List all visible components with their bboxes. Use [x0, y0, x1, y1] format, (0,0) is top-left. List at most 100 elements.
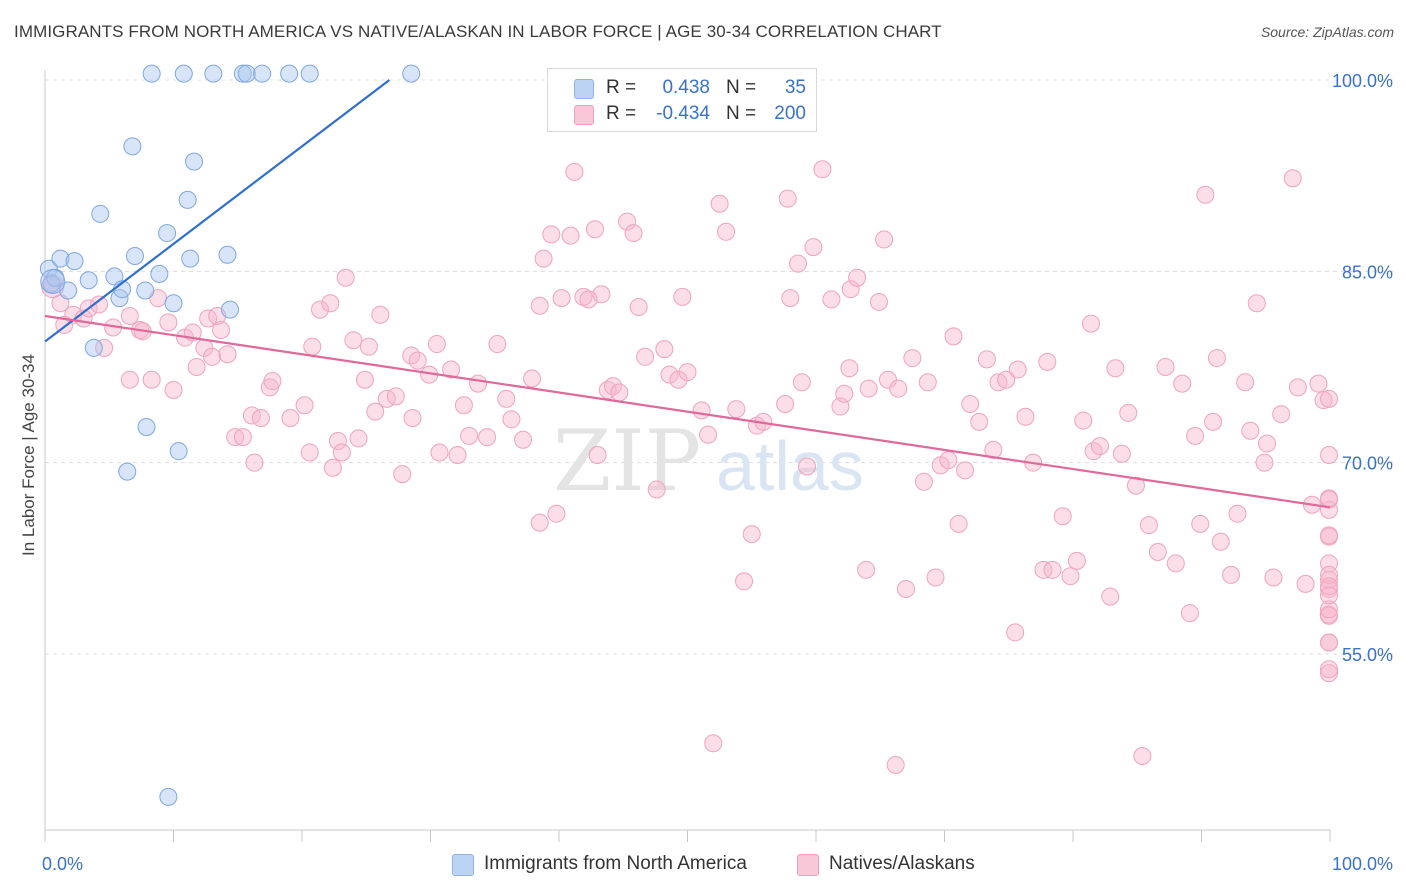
data-point-natives: [469, 374, 488, 393]
data-point-natives: [896, 579, 915, 598]
data-point-natives: [1258, 434, 1277, 453]
data-point-immigrants: [158, 224, 177, 243]
data-point-natives: [1148, 542, 1167, 561]
data-point-natives: [1320, 446, 1338, 465]
legend-row-natives: R = -0.434 N = 200: [548, 101, 816, 127]
data-point-natives: [956, 461, 975, 480]
legend-swatch-natives: [574, 105, 594, 125]
data-point-natives: [647, 480, 666, 499]
gridlines: [45, 79, 1395, 655]
legend-n-label: N =: [726, 77, 757, 98]
legend-r-value: 0.438: [662, 77, 710, 98]
data-point-immigrants: [169, 442, 188, 461]
data-point-natives: [203, 347, 222, 366]
data-point-natives: [789, 254, 808, 273]
trend-line-immigrants: [44, 79, 391, 343]
data-point-natives: [1296, 574, 1315, 593]
bottom-legend-label-natives: Natives/Alaskans: [829, 853, 975, 874]
trend-line-natives: [44, 314, 1331, 509]
data-point-natives: [386, 387, 405, 406]
data-point-natives: [977, 350, 996, 369]
data-point-natives: [542, 225, 561, 244]
data-point-immigrants: [253, 64, 272, 83]
data-point-natives: [89, 295, 108, 314]
data-point-natives: [1053, 507, 1072, 526]
data-point-natives: [997, 370, 1016, 389]
data-point-natives: [610, 383, 629, 402]
data-point-natives: [1067, 551, 1086, 570]
data-point-natives: [120, 306, 139, 325]
data-point-natives: [263, 372, 282, 391]
data-point-natives: [1320, 633, 1338, 652]
data-point-natives: [673, 287, 692, 306]
data-point-natives: [328, 431, 347, 450]
legend-r-label: R =: [606, 77, 637, 98]
data-point-natives: [704, 734, 723, 753]
data-point-natives: [1222, 565, 1241, 584]
data-point-natives: [1283, 169, 1302, 188]
axes: [44, 70, 1331, 842]
data-point-natives: [1309, 374, 1328, 393]
data-point-natives: [717, 222, 736, 241]
data-point-immigrants: [150, 264, 169, 283]
data-point-natives: [1112, 444, 1131, 463]
legend-row-immigrants: R = 0.438 N = 35: [548, 75, 816, 101]
data-point-natives: [1228, 504, 1247, 523]
data-point-natives: [534, 249, 553, 268]
data-point-natives: [886, 755, 905, 774]
y-axis-label: In Labor Force | Age 30-34: [19, 354, 38, 556]
data-point-natives: [875, 230, 894, 249]
data-point-natives: [1133, 747, 1152, 766]
data-point-natives: [251, 409, 270, 428]
data-point-immigrants: [137, 417, 156, 436]
data-point-natives: [1320, 526, 1338, 545]
data-point-natives: [561, 226, 580, 245]
data-point-natives: [592, 285, 611, 304]
watermark-zip: ZIP: [553, 412, 701, 510]
data-point-immigrants: [125, 247, 144, 266]
data-point-natives: [778, 189, 797, 208]
data-point-natives: [1211, 532, 1230, 551]
bottom-legend-swatch-immigrants: [452, 854, 474, 876]
data-point-natives: [636, 347, 655, 366]
data-point-natives: [813, 160, 832, 179]
data-point-immigrants: [178, 190, 197, 209]
data-point-natives: [1043, 560, 1062, 579]
data-point-natives: [1106, 359, 1125, 378]
data-point-natives: [655, 340, 674, 359]
data-point-immigrants: [164, 294, 183, 313]
tick-labels: 55.0% 70.0% 85.0% 100.0% 0.0% 100.0%: [42, 71, 1393, 874]
data-point-natives: [1139, 516, 1158, 535]
data-point-natives: [678, 363, 697, 382]
data-point-natives: [565, 162, 584, 181]
data-point-natives: [574, 287, 593, 306]
data-point-natives: [164, 380, 183, 399]
data-point-natives: [624, 224, 643, 243]
data-point-natives: [1320, 489, 1338, 508]
data-point-natives: [792, 373, 811, 392]
data-point-natives: [408, 351, 427, 370]
data-point-immigrants: [84, 338, 103, 357]
immigrants-points: [39, 64, 421, 806]
data-point-immigrants: [40, 269, 66, 295]
data-point-natives: [523, 369, 542, 388]
data-point-natives: [323, 458, 342, 477]
data-point-natives: [629, 298, 648, 317]
trend-lines: [44, 79, 1331, 509]
data-point-natives: [1101, 587, 1120, 606]
data-point-natives: [1186, 426, 1205, 445]
data-point-natives: [710, 194, 729, 213]
data-point-natives: [1180, 604, 1199, 623]
data-point-natives: [926, 568, 945, 587]
data-point-natives: [530, 296, 549, 315]
data-point-natives: [552, 289, 571, 308]
data-point-natives: [939, 451, 958, 470]
legend-r-value: -0.434: [656, 103, 710, 124]
data-point-natives: [944, 327, 963, 346]
data-point-natives: [918, 373, 937, 392]
data-point-natives: [1196, 185, 1215, 204]
data-point-natives: [835, 384, 854, 403]
data-point-natives: [903, 349, 922, 368]
data-point-natives: [1264, 568, 1283, 587]
legend-r-label: R =: [606, 103, 637, 124]
